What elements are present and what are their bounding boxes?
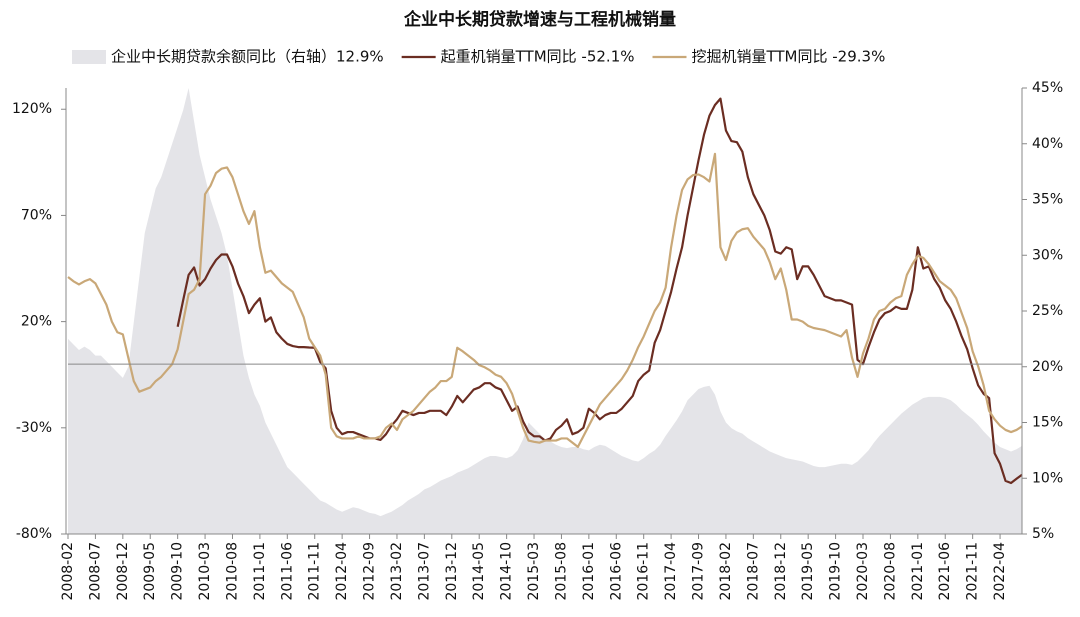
x-tick-label: 2011-06 [279, 542, 295, 601]
legend-label: 挖掘机销量TTM同比 -29.3% [692, 48, 886, 66]
x-tick-label: 2012-04 [334, 542, 350, 601]
x-tick-label: 2016-11 [636, 542, 652, 601]
line-series [176, 97, 1023, 485]
x-tick-label: 2017-09 [691, 542, 707, 601]
y2-tick-label: 30% [1032, 247, 1063, 263]
legend-swatch [72, 50, 106, 64]
x-tick-label: 2013-12 [444, 542, 460, 601]
x-tick-label: 2008-02 [60, 542, 76, 601]
x-tick-label: 2011-11 [307, 542, 323, 601]
y-tick-label: 120% [12, 101, 52, 117]
y2-tick-label: 20% [1032, 359, 1063, 375]
x-tick-label: 2009-05 [142, 542, 158, 601]
y2-tick-label: 5% [1032, 526, 1054, 542]
x-tick-label: 2019-05 [800, 542, 816, 601]
x-tick-label: 2016-06 [608, 542, 624, 601]
x-tick-label: 2011-01 [252, 542, 268, 601]
x-tick-label: 2009-10 [170, 542, 186, 601]
area-series [68, 88, 1022, 534]
x-tick-label: 2014-10 [499, 542, 515, 601]
x-tick-label: 2010-03 [197, 542, 213, 601]
x-tick-label: 2014-05 [471, 542, 487, 601]
y2-tick-label: 45% [1032, 80, 1063, 96]
legend-label: 起重机销量TTM同比 -52.1% [441, 48, 635, 66]
x-tick-label: 2017-04 [663, 542, 679, 601]
x-tick-label: 2020-08 [882, 542, 898, 601]
x-tick-label: 2018-07 [745, 542, 761, 601]
x-tick-label: 2016-01 [581, 542, 597, 601]
y-tick-label: -30% [16, 420, 52, 436]
x-tick-label: 2021-11 [965, 542, 981, 601]
x-tick-label: 2018-02 [718, 542, 734, 601]
x-tick-label: 2018-12 [773, 542, 789, 601]
x-tick-label: 2013-07 [416, 542, 432, 601]
x-tick-label: 2008-12 [115, 542, 131, 601]
x-tick-label: 2022-04 [992, 542, 1008, 601]
x-tick-label: 2012-09 [362, 542, 378, 601]
x-tick-label: 2021-01 [910, 542, 926, 601]
x-tick-label: 2015-08 [553, 542, 569, 601]
y-tick-label: 70% [21, 207, 52, 223]
y2-tick-label: 25% [1032, 303, 1063, 319]
y2-tick-label: 15% [1032, 415, 1063, 431]
y2-tick-label: 40% [1032, 136, 1063, 152]
y-tick-label: 20% [21, 314, 52, 330]
x-tick-label: 2008-07 [87, 542, 103, 601]
y-tick-label: -80% [16, 526, 52, 542]
x-tick-label: 2020-03 [855, 542, 871, 601]
line-series [67, 152, 1023, 449]
y2-tick-label: 10% [1032, 470, 1063, 486]
y2-tick-label: 35% [1032, 192, 1063, 208]
x-tick-label: 2021-06 [937, 542, 953, 601]
x-tick-label: 2019-10 [828, 542, 844, 601]
legend-label: 企业中长期贷款余额同比（右轴）12.9% [111, 48, 384, 66]
x-tick-label: 2015-03 [526, 542, 542, 601]
chart-title: 企业中长期贷款增速与工程机械销量 [403, 9, 676, 30]
x-tick-label: 2013-02 [389, 542, 405, 601]
x-tick-label: 2010-08 [224, 542, 240, 601]
